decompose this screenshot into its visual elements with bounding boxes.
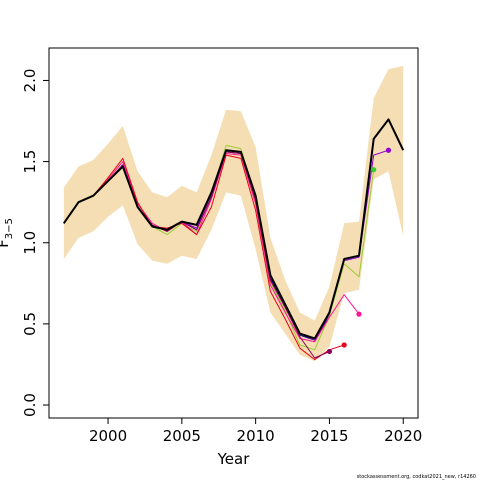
confidence-band — [63, 65, 404, 362]
y-tick-label-2: 1.0 — [21, 231, 39, 255]
confidence-band-layer — [63, 65, 404, 362]
x-tick-label-1: 2005 — [163, 427, 201, 445]
end-points-layer — [326, 147, 392, 355]
x-tick-label-3: 2015 — [310, 427, 348, 445]
x-tick-label-0: 2000 — [89, 427, 127, 445]
series-line-3 — [63, 154, 345, 361]
x-axis: 2000 2005 2010 2015 2020 — [89, 417, 422, 445]
end-point-1 — [341, 342, 347, 348]
series-line-6 — [62, 118, 405, 340]
x-tick-label-2: 2010 — [237, 427, 275, 445]
y-tick-label-3: 1.5 — [21, 150, 39, 174]
end-point-0 — [326, 348, 333, 355]
y-axis-title: F3−5 — [0, 218, 15, 248]
end-point-2 — [356, 311, 362, 317]
y-tick-label-4: 2.0 — [21, 69, 39, 93]
footer-credit: stockassessment.org, codkat2021_new, r14… — [357, 474, 476, 480]
end-point-4 — [385, 147, 392, 153]
x-axis-title: Year — [217, 450, 251, 468]
series-line-2 — [63, 153, 360, 343]
end-point-3 — [371, 167, 377, 173]
y-tick-label-1: 0.5 — [21, 312, 39, 336]
y-axis: 0.0 0.5 1.0 1.5 2.0 — [21, 69, 50, 417]
x-tick-label-4: 2020 — [384, 427, 422, 445]
y-axis-title-subscript: 3−5 — [4, 218, 15, 239]
y-tick-label-0: 0.0 — [21, 393, 39, 417]
series-layer — [62, 118, 405, 361]
y-axis-title-main: F — [0, 239, 12, 248]
